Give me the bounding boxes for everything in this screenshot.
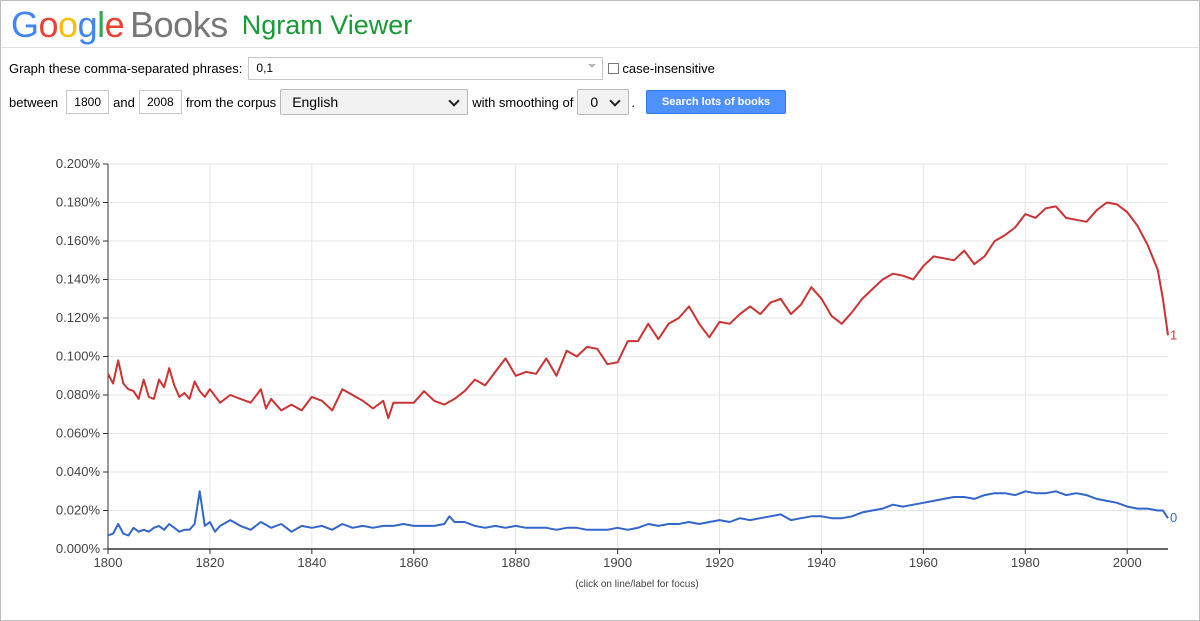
case-insensitive-checkbox[interactable]	[608, 62, 620, 74]
y-tick-label: 0.120%	[56, 310, 101, 325]
chart-footnote: (click on line/label for focus)	[575, 579, 698, 590]
y-tick-label: 0.040%	[56, 464, 101, 479]
end-year-input[interactable]: 2008	[138, 90, 182, 114]
y-tick-label: 0.180%	[56, 195, 101, 210]
logo-letter: e	[104, 4, 125, 45]
phrases-input-value: 0,1	[256, 61, 274, 75]
phrases-label: Graph these comma-separated phrases:	[9, 60, 243, 76]
series-label-0[interactable]: 0	[1170, 510, 1177, 525]
smoothing-label: with smoothing of	[472, 94, 574, 110]
series-line-1[interactable]	[107, 201, 1169, 420]
phrase-row: Graph these comma-separated phrases: 0,1…	[9, 55, 715, 81]
logo-books-text: Books	[130, 4, 228, 45]
y-tick-label: 0.080%	[56, 387, 101, 402]
x-tick-label: 1900	[603, 555, 632, 570]
corpus-select[interactable]: English	[280, 89, 469, 115]
logo-letter: l	[97, 4, 105, 45]
corpus-label: from the corpus	[185, 94, 277, 110]
y-tick-label: 0.140%	[56, 272, 101, 287]
dropdown-caret-icon	[588, 63, 597, 68]
logo-letter: o	[38, 4, 59, 45]
y-tick-label: 0.100%	[56, 349, 101, 364]
corpus-select-value: English	[292, 94, 339, 110]
x-tick-label: 1940	[807, 555, 836, 570]
y-tick-label: 0.200%	[56, 156, 101, 171]
y-tick-label: 0.020%	[56, 503, 101, 518]
chart-grid	[108, 163, 1168, 549]
smoothing-select[interactable]: 0	[577, 89, 630, 115]
y-tick-label: 0.060%	[56, 426, 101, 441]
x-tick-label: 1820	[195, 555, 224, 570]
chart-axes: 0.000% 0.020% 0.040% 0.060% 0.080% 0.100% 0.12…	[56, 156, 1168, 570]
logo-letter: o	[58, 4, 78, 45]
header-divider	[1, 47, 1199, 48]
range-row: between 1800 and 2008 from the corpus En…	[9, 89, 786, 115]
series-label-1[interactable]: 1	[1170, 327, 1177, 342]
series-line-0[interactable]	[107, 490, 1169, 537]
logo-letter: G	[11, 4, 39, 45]
start-year-input[interactable]: 1800	[66, 90, 110, 114]
logo-google-text: Google	[11, 4, 125, 45]
x-tick-label: 1840	[297, 555, 326, 570]
y-tick-label: 0.000%	[56, 541, 101, 556]
x-tick-label: 2000	[1113, 555, 1142, 570]
smoothing-select-value: 0	[590, 94, 599, 110]
x-tick-label: 1880	[501, 555, 530, 570]
period-text: .	[631, 94, 635, 110]
x-tick-label: 1920	[705, 555, 734, 570]
logo-letter: g	[77, 4, 98, 45]
case-insensitive-label: case-insensitive	[622, 60, 715, 76]
google-books-logo[interactable]: Google Books	[11, 4, 228, 46]
page-header: Google Books Ngram Viewer	[11, 4, 413, 46]
search-button[interactable]: Search lots of books	[645, 90, 786, 114]
phrases-input[interactable]: 0,1	[248, 56, 604, 80]
x-tick-label: 1860	[399, 555, 428, 570]
y-tick-label: 0.160%	[56, 233, 101, 248]
and-label: and	[113, 94, 135, 110]
x-tick-label: 1800	[94, 555, 123, 570]
between-label: between	[9, 94, 59, 110]
chart-series: 10	[107, 201, 1177, 537]
x-tick-label: 1980	[1011, 555, 1040, 570]
x-tick-label: 1960	[909, 555, 938, 570]
page-title: Ngram Viewer	[241, 9, 413, 40]
